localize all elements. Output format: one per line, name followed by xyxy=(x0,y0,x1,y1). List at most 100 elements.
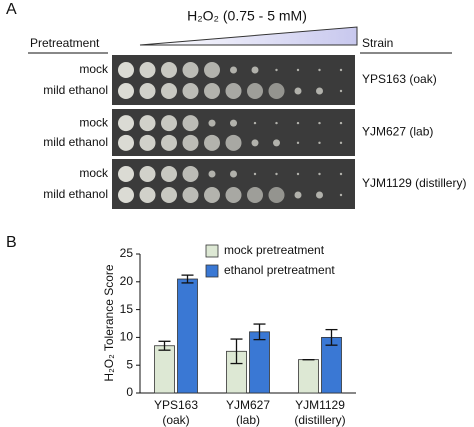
colony-spot xyxy=(118,83,134,99)
x-tick-label: YPS163 xyxy=(154,398,198,412)
colony-spot xyxy=(268,187,285,203)
colony-spot xyxy=(339,121,343,125)
x-tick-label: (lab) xyxy=(236,413,260,427)
colony-spot xyxy=(161,115,177,132)
legend-swatch xyxy=(205,244,219,258)
colony-spot xyxy=(275,121,278,125)
y-tick-label: 20 xyxy=(120,274,134,288)
row-label: mock xyxy=(79,166,109,180)
colony-spot xyxy=(225,187,242,203)
colony-spot xyxy=(139,83,156,99)
row-label: mock xyxy=(79,62,109,76)
colony-spot xyxy=(161,134,177,151)
legend-label: ethanol pretreatment xyxy=(224,263,335,277)
bar xyxy=(298,359,319,394)
colony-spot xyxy=(339,141,343,145)
y-tick-label: 15 xyxy=(120,302,134,316)
colony-spot xyxy=(296,141,300,145)
bar xyxy=(154,345,175,394)
legend-label: mock pretreatment xyxy=(224,243,325,257)
colony-spot xyxy=(316,87,323,95)
colony-spot xyxy=(294,191,302,199)
colony-spot xyxy=(318,141,321,145)
row-label: mild ethanol xyxy=(43,83,108,97)
colony-spot xyxy=(247,83,263,99)
colony-spot xyxy=(118,115,134,132)
error-bar xyxy=(325,328,338,346)
colony-spot xyxy=(182,62,199,78)
bar-chart: B H₂O₂ Tolerance Score 0510152025YPS163(… xyxy=(6,234,356,427)
colony-spot xyxy=(139,166,156,182)
colony-spot xyxy=(139,134,156,151)
bar xyxy=(177,278,198,394)
colony-spot xyxy=(230,170,237,178)
colony-spot xyxy=(225,83,242,99)
panel-label: B xyxy=(6,234,17,251)
colony-spot xyxy=(139,62,156,78)
colony-spot xyxy=(204,62,220,78)
colony-spot xyxy=(253,172,257,176)
colony-spot xyxy=(161,62,177,78)
colony-spot xyxy=(118,187,134,203)
strain-label: YPS163 (oak) xyxy=(362,72,437,86)
colony-spot xyxy=(296,121,300,125)
colony-spot xyxy=(208,170,216,178)
y-tick-label: 25 xyxy=(120,246,134,260)
colony-spot xyxy=(182,187,199,203)
error-bar xyxy=(253,323,266,341)
colony-spot xyxy=(268,83,285,99)
colony-spot xyxy=(247,187,263,203)
colony-spot xyxy=(339,89,343,93)
colony-spot xyxy=(161,166,177,182)
colony-spot xyxy=(230,119,237,127)
colony-spot xyxy=(251,66,259,74)
colony-spot xyxy=(318,121,321,125)
colony-spot xyxy=(118,166,134,182)
colony-spot xyxy=(182,166,199,182)
legend-swatch xyxy=(205,264,219,278)
strain-label: YJM1129 (distillery) xyxy=(362,176,466,190)
colony-spot xyxy=(296,172,300,176)
gradient-triangle xyxy=(139,26,358,46)
x-tick-label: YJM1129 xyxy=(295,398,345,412)
colony-spot xyxy=(318,172,321,176)
colony-spot xyxy=(204,134,220,151)
colony-spot xyxy=(118,134,134,151)
colony-spot xyxy=(139,187,156,203)
error-bar xyxy=(181,274,194,284)
colony-spot xyxy=(208,119,216,127)
panel-label: A xyxy=(6,1,17,18)
x-tick-label: (oak) xyxy=(162,413,189,427)
colony-spot xyxy=(251,139,259,147)
colony-spot xyxy=(139,115,156,132)
y-axis-title: H₂O₂ Tolerance Score xyxy=(102,264,116,381)
colony-spot xyxy=(294,87,302,95)
y-tick-label: 0 xyxy=(126,385,133,399)
colony-spot xyxy=(316,191,323,199)
colony-spot xyxy=(118,62,134,78)
y-tick-label: 10 xyxy=(120,330,134,344)
y-tick-label: 5 xyxy=(126,357,133,371)
colony-spot xyxy=(339,193,343,197)
row-label: mild ethanol xyxy=(43,187,108,201)
colony-spot xyxy=(182,83,199,99)
colony-spot xyxy=(273,139,280,147)
colony-spot xyxy=(230,66,237,74)
colony-spot xyxy=(161,83,177,99)
colony-spot xyxy=(339,172,343,176)
colony-spot xyxy=(161,187,177,203)
gradient-label: H₂O₂ (0.75 - 5 mM) xyxy=(187,8,307,24)
colony-spot xyxy=(204,187,220,203)
column-header: Strain xyxy=(362,36,393,50)
bar xyxy=(249,331,270,394)
x-tick-label: YJM627 xyxy=(226,398,270,412)
colony-spot xyxy=(339,68,343,72)
colony-spot xyxy=(275,172,278,176)
error-bar xyxy=(158,340,171,351)
plates: mock mild ethanol YPS163 (oak) mock mild eth… xyxy=(43,55,466,209)
colony-spot xyxy=(204,83,220,99)
colony-spot xyxy=(253,121,257,125)
row-label: mild ethanol xyxy=(43,135,108,149)
colony-spot xyxy=(275,68,278,72)
